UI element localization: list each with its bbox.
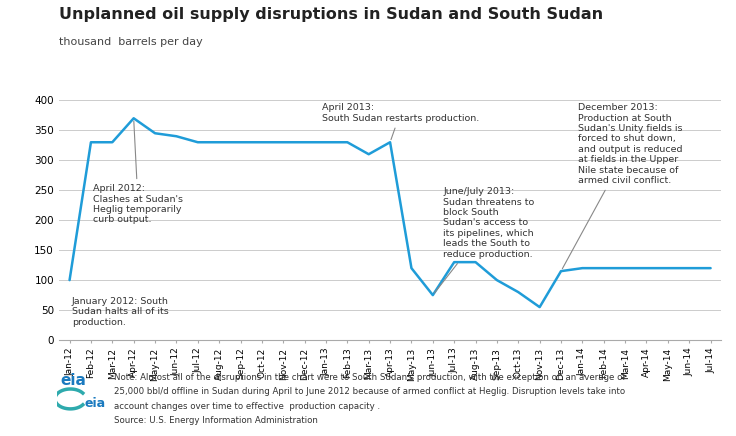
Text: thousand  barrels per day: thousand barrels per day bbox=[59, 37, 202, 47]
Text: Unplanned oil supply disruptions in Sudan and South Sudan: Unplanned oil supply disruptions in Suda… bbox=[59, 7, 603, 21]
Text: eia: eia bbox=[60, 373, 86, 388]
Text: January 2012: South
Sudan halts all of its
production.: January 2012: South Sudan halts all of i… bbox=[71, 297, 169, 327]
Text: December 2013:
Production at South
Sudan's Unity fields is
forced to shut down,
: December 2013: Production at South Sudan… bbox=[562, 103, 682, 269]
Text: June/July 2013:
Sudan threatens to
block South
Sudan's access to
its pipelines, : June/July 2013: Sudan threatens to block… bbox=[434, 187, 535, 293]
Text: Source: U.S. Energy Information Administration: Source: U.S. Energy Information Administ… bbox=[114, 416, 318, 425]
Text: April 2012:
Clashes at Sudan's
Heglig temporarily
curb output.: April 2012: Clashes at Sudan's Heglig te… bbox=[93, 121, 183, 225]
Text: account changes over time to effective  production capacity .: account changes over time to effective p… bbox=[114, 402, 381, 411]
Text: eia: eia bbox=[85, 397, 106, 410]
Text: Note: Almost all of the disruptions in the chart were to South Sudan's productio: Note: Almost all of the disruptions in t… bbox=[114, 373, 626, 382]
Text: 25,000 bbl/d offline in Sudan during April to June 2012 because of armed conflic: 25,000 bbl/d offline in Sudan during Apr… bbox=[114, 387, 625, 396]
Text: April 2013:
South Sudan restarts production.: April 2013: South Sudan restarts product… bbox=[322, 103, 479, 140]
